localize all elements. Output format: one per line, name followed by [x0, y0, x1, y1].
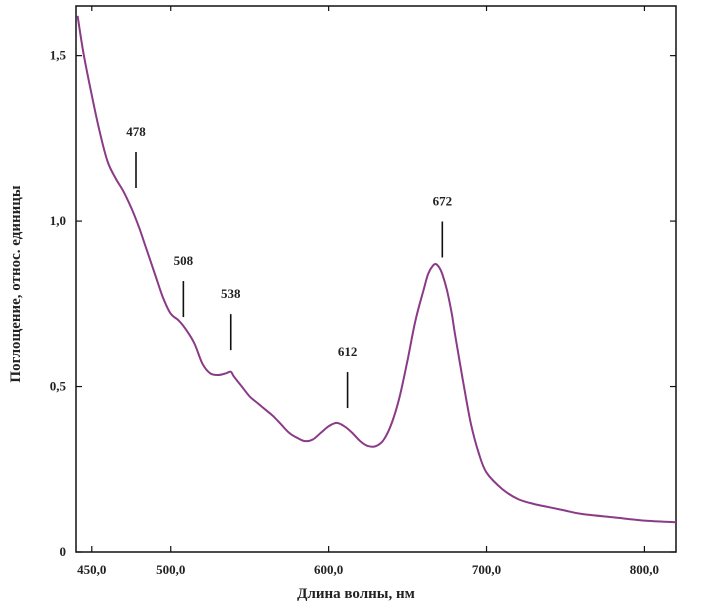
peak-label-508: 508 — [174, 253, 194, 268]
x-tick-label: 500,0 — [156, 562, 185, 577]
peak-label-478: 478 — [126, 124, 146, 139]
x-tick-label: 800,0 — [630, 562, 659, 577]
x-tick-label: 450,0 — [77, 562, 106, 577]
x-axis-ticks: 450,0 500,0 600,0 700,0 800,0 — [77, 6, 659, 577]
y-axis-title: Поглощение, относ. единицы — [8, 185, 24, 382]
x-axis-title: Длина волны, нм — [297, 586, 415, 602]
y-tick-label: 0 — [60, 544, 67, 559]
peak-label-538: 538 — [221, 286, 241, 301]
plot-frame — [75, 5, 677, 553]
y-tick-label: 1,5 — [50, 48, 67, 63]
peak-label-612: 612 — [338, 344, 358, 359]
spectrum-line — [76, 15, 677, 524]
plot-border — [75, 5, 677, 553]
peak-annotations: 478 508 538 612 672 — [126, 124, 453, 409]
series-layer — [76, 15, 677, 524]
x-tick-label: 600,0 — [314, 562, 343, 577]
x-tick-label: 700,0 — [472, 562, 501, 577]
y-tick-label: 0,5 — [50, 379, 67, 394]
y-axis-ticks: 0 0,5 1,0 1,5 — [50, 48, 676, 559]
y-tick-label: 1,0 — [50, 213, 66, 228]
peak-label-672: 672 — [433, 193, 453, 208]
